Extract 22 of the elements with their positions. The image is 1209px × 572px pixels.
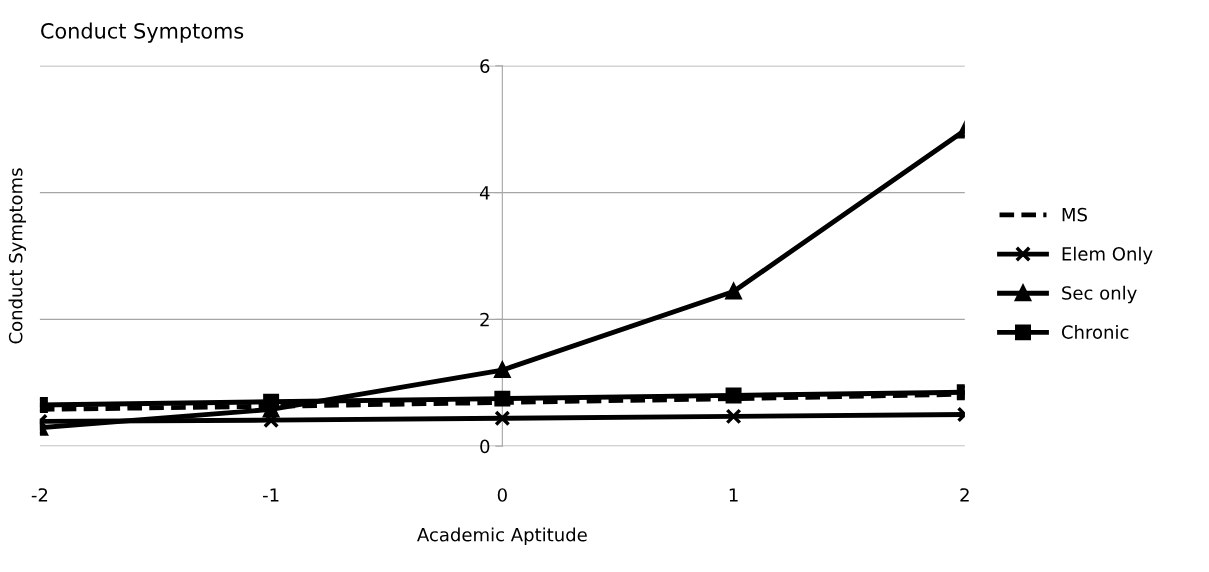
x-tick-label: 1	[729, 488, 738, 502]
x-tick-label: -2	[31, 488, 48, 502]
legend-label: Chronic	[1061, 324, 1129, 339]
point	[725, 408, 742, 425]
point	[725, 387, 742, 404]
y-tick-label: 0	[480, 439, 490, 454]
x-tick-label: -1	[263, 488, 279, 502]
legend-label: Sec only	[1062, 285, 1137, 304]
y-tick-label: 2	[480, 312, 489, 327]
legend-label: Elem Only	[1062, 246, 1153, 265]
x-axis-title: Academic Aptitude	[417, 527, 587, 545]
point	[494, 410, 511, 427]
x-tick-label: 0	[497, 488, 507, 502]
y-tick-label: 6	[480, 59, 490, 73]
point	[494, 390, 511, 407]
y-tick-label: 4	[479, 186, 490, 200]
y-axis-title: Conduct Symptoms	[8, 168, 27, 344]
point	[725, 283, 742, 300]
legend-label: MS	[1062, 207, 1087, 222]
x-tick-label: 2	[960, 488, 969, 502]
chart-title: Conduct Symptoms	[41, 22, 244, 43]
point	[494, 362, 511, 379]
